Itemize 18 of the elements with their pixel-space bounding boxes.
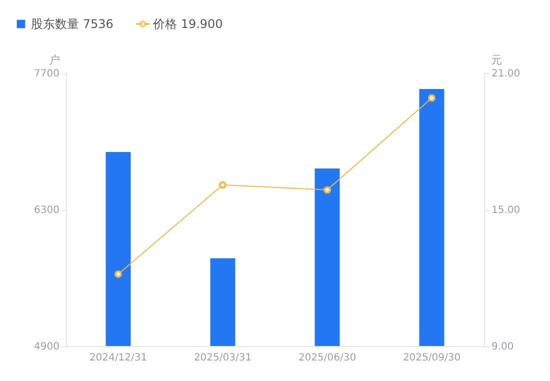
y2-tick-label: 15.00 (492, 205, 520, 216)
x-tick-label: 2024/12/31 (89, 352, 148, 364)
y2-axis-title: 元 (491, 54, 502, 66)
y-axis-title: 户 (49, 54, 60, 66)
y-tick-label: 7700 (34, 68, 60, 80)
legend-label: 股东数量 7536 (31, 17, 114, 31)
y-tick-label: 4900 (34, 342, 60, 352)
y-tick-label: 6300 (34, 205, 60, 216)
x-tick-label: 2025/06/30 (298, 352, 356, 364)
legend-label: 价格 19.900 (152, 17, 223, 31)
y2-tick-label: 9.00 (492, 342, 514, 352)
x-tick-label: 2025/03/31 (194, 352, 252, 364)
point (114, 270, 122, 278)
point (428, 94, 436, 102)
x-tick-label: 2025/09/30 (402, 352, 461, 364)
point (219, 181, 226, 189)
y2-tick-label: 21.00 (492, 68, 520, 80)
point (324, 186, 331, 194)
